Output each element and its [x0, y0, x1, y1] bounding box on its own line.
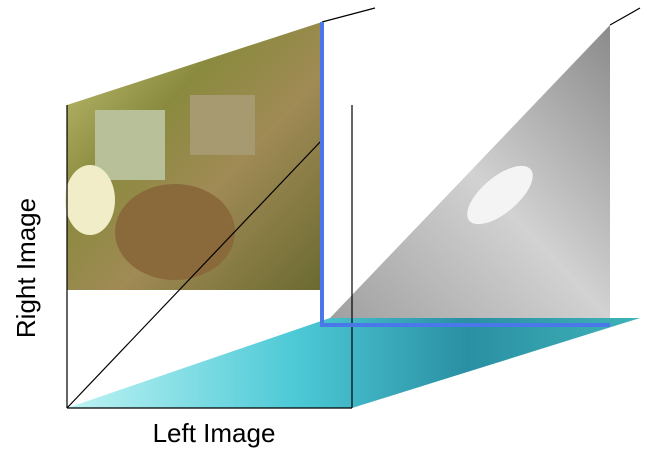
y-axis-label: Right Image: [11, 198, 41, 338]
disparity-plane: [330, 25, 610, 318]
poster: [190, 95, 255, 155]
poster: [95, 110, 165, 180]
figure: Right Image Left Image: [0, 0, 647, 451]
shirt: [65, 165, 115, 235]
face: [115, 184, 235, 280]
floor-plane: [67, 318, 640, 408]
x-axis-label: Left Image: [153, 418, 276, 448]
